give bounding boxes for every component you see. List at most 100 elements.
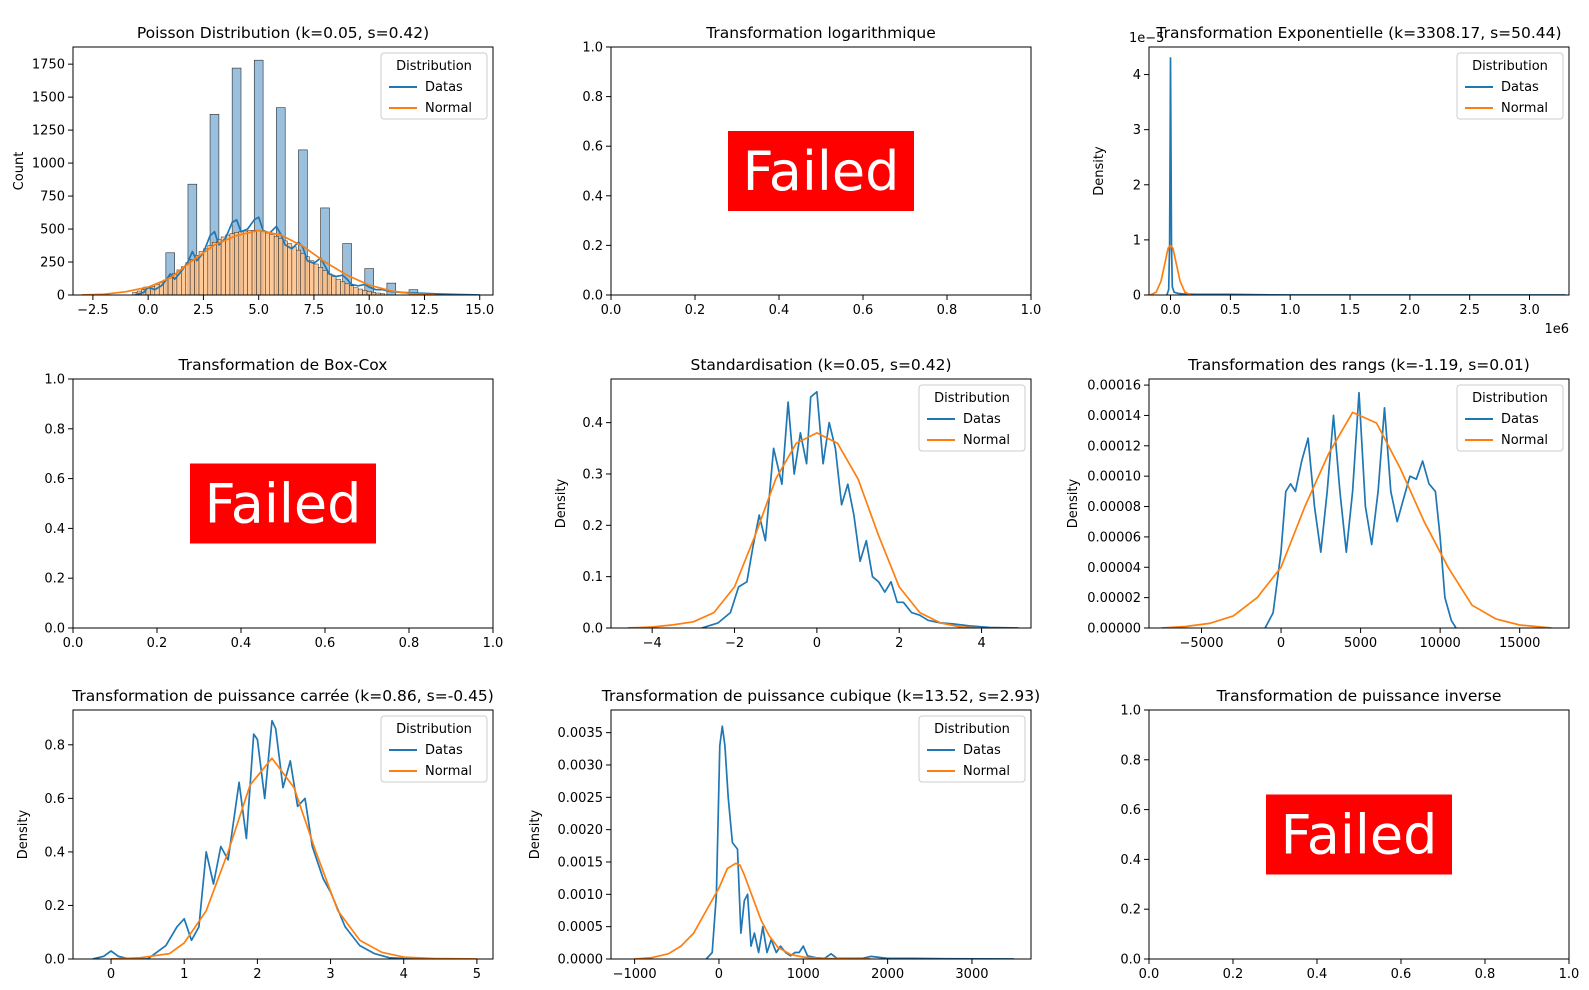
hist-bar-normal — [309, 260, 315, 295]
y-tick-label: 0.0 — [44, 622, 65, 637]
y-tick-label: 0.6 — [582, 140, 603, 155]
y-tick-label: 2 — [1133, 178, 1141, 193]
hist-bar-normal — [331, 276, 337, 295]
x-tick-label: 1.0 — [1280, 303, 1301, 318]
legend-entry: Normal — [425, 101, 472, 116]
x-tick-label: 10000 — [1419, 636, 1460, 651]
plot-area — [627, 390, 1019, 628]
x-tick-label: 3 — [326, 967, 334, 982]
x-tick-label: 12.5 — [410, 303, 439, 318]
legend-entry: Datas — [963, 743, 1001, 758]
series-line-normal — [627, 432, 982, 628]
x-tick-label: 5000 — [1344, 636, 1377, 651]
x-tick-label: 0.8 — [1475, 967, 1496, 982]
axes-frame — [72, 46, 494, 296]
x-tick-label: 0.4 — [231, 636, 252, 651]
y-tick-label: 0.1 — [582, 570, 603, 585]
failed-badge — [1266, 794, 1452, 875]
legend-box — [1456, 384, 1564, 452]
y-tick-label: 0.2 — [44, 572, 65, 587]
x-tick-label: 0.2 — [1223, 967, 1244, 982]
hist-bar-datas — [386, 282, 397, 295]
y-tick-label: 0.0030 — [558, 758, 604, 773]
x-tick-label: 2.5 — [1459, 303, 1480, 318]
hist-bar-datas — [209, 113, 220, 295]
y-tick-label: 0.0005 — [558, 920, 604, 935]
hist-bar-normal — [212, 241, 217, 295]
hist-bar-normal — [335, 278, 341, 295]
axes-frame — [72, 709, 494, 960]
y-tick-label: 0.0 — [44, 953, 65, 968]
y-tick-label: 0.0015 — [558, 855, 604, 870]
x-tick-label: 1 — [180, 967, 188, 982]
x-tick-label: 0.8 — [399, 636, 420, 651]
legend-box — [918, 715, 1026, 783]
x-tick-label: −2.5 — [77, 303, 109, 318]
y-tick-label: 0.8 — [44, 422, 65, 437]
y-tick-label: 0.00004 — [1087, 561, 1141, 576]
x-tick-label: −4 — [643, 636, 662, 651]
y-tick-label: 0.6 — [44, 792, 65, 807]
legend-box — [380, 52, 488, 120]
subplot-log: Transformation logarithmique 0.0 0.2 0.4 0.6… — [582, 24, 1041, 318]
y-tick-label: 0.6 — [1120, 803, 1141, 818]
x-tick-label: 2 — [253, 967, 261, 982]
plot-area — [1161, 391, 1552, 628]
y-tick-label: 0.2 — [1120, 903, 1141, 918]
hist-bar-normal — [291, 246, 297, 295]
subplot-cube: Transformation de puissance cubique (k=1… — [528, 687, 1040, 982]
series-line-normal — [81, 229, 436, 295]
y-tick-label: 0.2 — [582, 519, 603, 534]
hist-bar-normal — [349, 285, 354, 295]
x-tick-label: 2.0 — [1400, 303, 1421, 318]
hist-bar-normal — [296, 249, 301, 295]
chart-title: Standardisation (k=0.05, s=0.42) — [690, 356, 951, 374]
legend-entry: Datas — [963, 412, 1001, 427]
x-tick-label: 0.0 — [1139, 967, 1160, 982]
y-axis-label: Density — [1066, 478, 1081, 528]
chart-title: Transformation logarithmique — [705, 24, 936, 42]
subplot-ranks: Transformation des rangs (k=-1.19, s=0.0… — [1066, 356, 1570, 651]
legend-title: Distribution — [1472, 391, 1548, 406]
y-tick-label: 1750 — [32, 58, 65, 73]
hist-bar-normal — [353, 287, 359, 295]
axes-frame — [1148, 709, 1570, 960]
y-axis-label: Density — [16, 809, 31, 859]
hist-bar-normal — [287, 243, 293, 295]
legend: Distribution Datas Normal — [1456, 384, 1564, 452]
chart-title: Transformation de Box-Cox — [178, 356, 388, 374]
series-line-normal — [1149, 244, 1192, 295]
subplot-exp: Transformation Exponentielle (k=3308.17,… — [1092, 24, 1570, 337]
y-tick-label: 0.00002 — [1087, 591, 1141, 606]
x-tick-label: 1.5 — [1340, 303, 1361, 318]
y-tick-label: 0.6 — [44, 472, 65, 487]
y-tick-label: 0 — [57, 289, 65, 304]
failed-text: Failed — [743, 140, 900, 203]
legend-entry: Datas — [425, 80, 463, 95]
hist-bar-datas — [253, 59, 264, 295]
x-tick-label: 0.0 — [138, 303, 159, 318]
x-tick-label: 0.4 — [1307, 967, 1328, 982]
series-line-normal — [634, 862, 871, 959]
x-tick-label: 1.0 — [1021, 303, 1042, 318]
failed-badge — [728, 131, 914, 211]
hist-bar-datas — [276, 107, 286, 295]
legend-entry: Datas — [1501, 412, 1539, 427]
y-axis-label: Density — [554, 478, 569, 528]
y-tick-label: 500 — [40, 223, 65, 238]
y-tick-label: 0.0010 — [558, 888, 604, 903]
hist-bar-normal — [304, 256, 310, 295]
axes-frame — [610, 46, 1032, 296]
hist-bar-normal — [265, 232, 270, 295]
legend-entry: Datas — [1501, 80, 1539, 95]
failed-text: Failed — [205, 473, 362, 536]
hist-bar-normal — [207, 245, 213, 295]
hist-bar-normal — [256, 230, 262, 295]
plot-area — [81, 59, 480, 295]
hist-bar-normal — [273, 236, 279, 295]
x-tick-label: 0.5 — [1220, 303, 1241, 318]
x-tick-label: 1000 — [787, 967, 820, 982]
x-tick-label: 0.6 — [315, 636, 336, 651]
y-tick-label: 0.4 — [582, 416, 603, 431]
y-tick-label: 0.0020 — [558, 823, 604, 838]
